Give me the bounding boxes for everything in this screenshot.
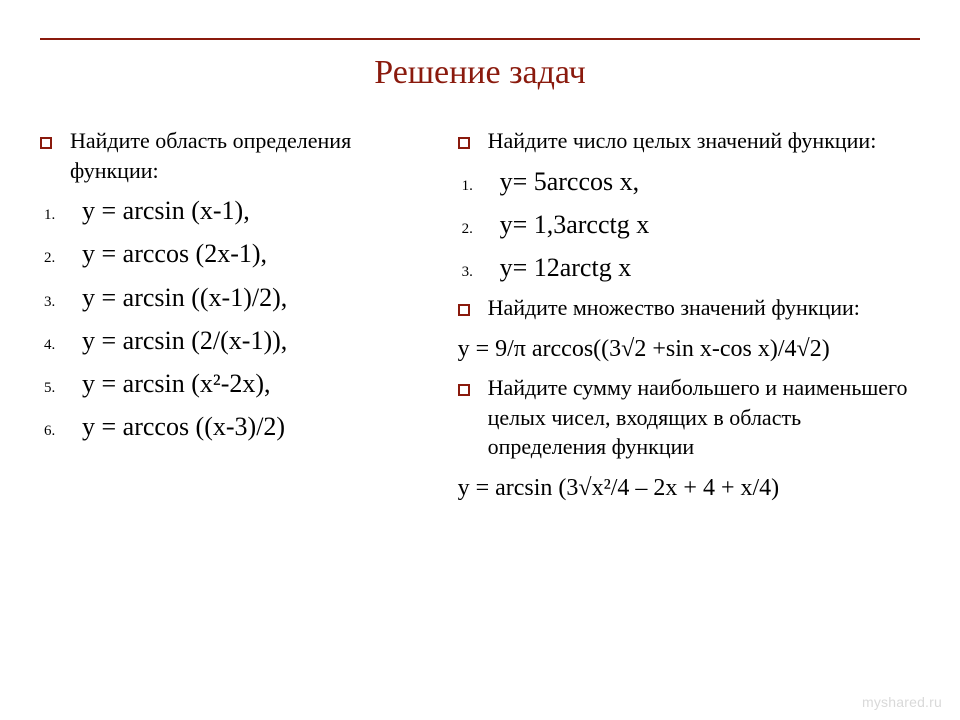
- prompt-text: Найдите число целых значений функции:: [488, 126, 877, 156]
- top-rule: [40, 38, 920, 40]
- formula-text: у = arcsin (2/(x-1)),: [82, 323, 287, 358]
- square-bullet-icon: [458, 384, 470, 396]
- number-marker: 3.: [462, 262, 490, 282]
- number-marker: 1.: [462, 176, 490, 196]
- list-item: Найдите сумму наибольшего и наименьшего …: [458, 373, 920, 462]
- prompt-text: Найдите область определения функции:: [70, 126, 434, 185]
- columns: Найдите область определения функции: 1. …: [40, 126, 920, 513]
- list-item: 5. у = arcsin (x²-2x),: [40, 366, 434, 401]
- list-item: 1. у = arcsin (x-1),: [40, 193, 434, 228]
- list-item: Найдите число целых значений функции:: [458, 126, 920, 156]
- formula-text: у = arccos (2x-1),: [82, 236, 267, 271]
- list-item: 2. у= 1,3arcctg x: [458, 207, 920, 242]
- slide-title: Решение задач: [40, 54, 920, 92]
- list-item: 3. у= 12arctg x: [458, 250, 920, 285]
- number-marker: 3.: [44, 292, 72, 312]
- prompt-text: Найдите сумму наибольшего и наименьшего …: [488, 373, 920, 462]
- slide: Решение задач Найдите область определени…: [0, 0, 960, 720]
- list-item: Найдите область определения функции:: [40, 126, 434, 185]
- square-bullet-icon: [40, 137, 52, 149]
- right-column: Найдите число целых значений функции: 1.…: [458, 126, 920, 513]
- left-column: Найдите область определения функции: 1. …: [40, 126, 434, 513]
- list-item: Найдите множество значений функции:: [458, 293, 920, 323]
- formula-text: у = arccos ((x-3)/2): [82, 409, 285, 444]
- formula-text: у = arcsin (x²-2x),: [82, 366, 271, 401]
- watermark-text: myshared.ru: [862, 694, 942, 710]
- number-marker: 1.: [44, 205, 72, 225]
- square-bullet-icon: [458, 304, 470, 316]
- number-marker: 2.: [462, 219, 490, 239]
- formula-text: у= 5arccos x,: [500, 164, 640, 199]
- square-bullet-icon: [458, 137, 470, 149]
- formula-text: у= 12arctg x: [500, 250, 632, 285]
- formula-text: у = arcsin (x-1),: [82, 193, 250, 228]
- list-item: 1. у= 5arccos x,: [458, 164, 920, 199]
- formula-text: у = arcsin ((x-1)/2),: [82, 280, 287, 315]
- number-marker: 5.: [44, 378, 72, 398]
- prompt-text: Найдите множество значений функции:: [488, 293, 860, 323]
- list-item: 4. у = arcsin (2/(x-1)),: [40, 323, 434, 358]
- list-item: 6. у = arccos ((x-3)/2): [40, 409, 434, 444]
- formula-line: y = arcsin (3√x²/4 – 2x + 4 + x/4): [458, 472, 920, 504]
- formula-text: у= 1,3arcctg x: [500, 207, 650, 242]
- number-marker: 2.: [44, 248, 72, 268]
- formula-line: y = 9/π arccos((3√2 +sin x-cos x)/4√2): [458, 333, 920, 365]
- number-marker: 4.: [44, 335, 72, 355]
- number-marker: 6.: [44, 421, 72, 441]
- list-item: 3. у = arcsin ((x-1)/2),: [40, 280, 434, 315]
- list-item: 2. у = arccos (2x-1),: [40, 236, 434, 271]
